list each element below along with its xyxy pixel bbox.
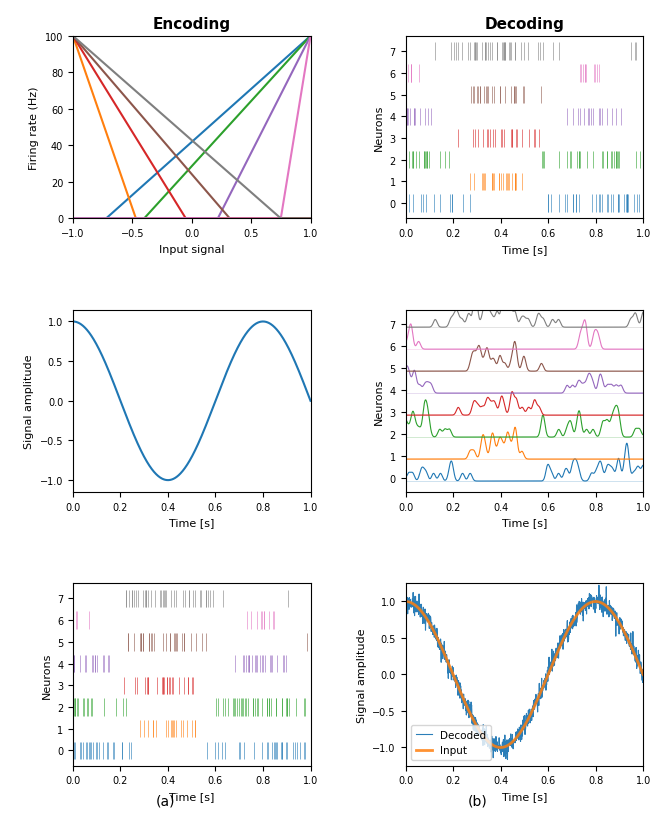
Title: Encoding: Encoding [152, 16, 231, 31]
Line: Decoded: Decoded [406, 586, 643, 759]
Input [639, 670, 647, 680]
Input [612, 613, 620, 622]
X-axis label: Time [s]: Time [s] [169, 791, 214, 801]
Y-axis label: Signal amplitude: Signal amplitude [357, 627, 367, 722]
Decoded [503, 754, 511, 764]
Decoded [402, 598, 410, 608]
Input [497, 743, 505, 753]
X-axis label: Time [s]: Time [s] [502, 791, 547, 801]
Text: (b): (b) [467, 794, 487, 808]
Decoded [587, 599, 595, 609]
Decoded [596, 605, 604, 615]
Input [587, 598, 595, 608]
X-axis label: Time [s]: Time [s] [169, 518, 214, 527]
Title: Decoding: Decoding [485, 16, 564, 31]
Y-axis label: Signal amplitude: Signal amplitude [24, 354, 34, 449]
X-axis label: Input signal: Input signal [159, 244, 225, 255]
Legend: Decoded, Input: Decoded, Input [411, 725, 491, 761]
Decoded [639, 667, 647, 677]
Input [628, 643, 636, 653]
Input [416, 605, 424, 615]
Text: (a): (a) [156, 794, 176, 808]
Input [402, 597, 410, 607]
Input [450, 672, 457, 681]
Line: Input: Input [406, 602, 643, 748]
Y-axis label: Neurons: Neurons [374, 378, 384, 424]
Decoded [595, 581, 603, 590]
Decoded [612, 613, 620, 623]
Decoded [450, 671, 457, 681]
Y-axis label: Firing rate (Hz): Firing rate (Hz) [29, 86, 39, 170]
Y-axis label: Neurons: Neurons [374, 105, 384, 152]
Input [595, 598, 603, 608]
Y-axis label: Neurons: Neurons [41, 651, 52, 698]
X-axis label: Time [s]: Time [s] [502, 244, 547, 255]
Decoded [628, 642, 636, 652]
X-axis label: Time [s]: Time [s] [502, 518, 547, 527]
Decoded [416, 606, 424, 616]
